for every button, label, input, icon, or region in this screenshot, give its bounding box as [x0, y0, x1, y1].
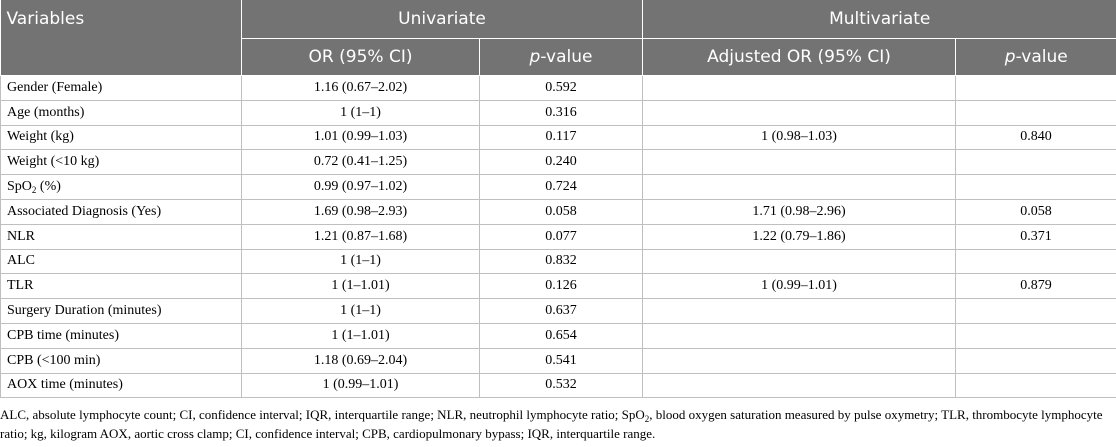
pvalue-cell: 0.532 [479, 372, 643, 399]
or-cell: 1 (0.99–1.01) [241, 372, 480, 399]
adjusted-or-cell: 1.71 (0.98–2.96) [642, 198, 956, 225]
header-multivariate: Multivariate [642, 0, 1116, 39]
or-cell: 0.72 (0.41–1.25) [241, 149, 480, 176]
adjusted-or-cell: 1.22 (0.79–1.86) [642, 223, 956, 250]
adjusted-pvalue-cell [954, 322, 1116, 349]
adjusted-pvalue-cell: 0.371 [954, 223, 1116, 250]
table-row: CPB (<100 min) 1.18 (0.69–2.04) 0.541 [0, 347, 1116, 374]
pvalue-cell: 0.058 [479, 198, 643, 225]
adjusted-or-cell [642, 372, 956, 399]
adjusted-or-cell [642, 298, 956, 324]
table-row: Associated Diagnosis (Yes) 1.69 (0.98–2.… [0, 198, 1116, 225]
adjusted-pvalue-cell [954, 248, 1116, 275]
table-row: AOX time (minutes) 1 (0.99–1.01) 0.532 [0, 372, 1116, 399]
pvalue-cell: 0.637 [479, 298, 643, 324]
adjusted-or-cell [642, 75, 956, 101]
pvalue-cell: 0.316 [479, 99, 643, 126]
table-row: ALC 1 (1–1) 0.832 [0, 248, 1116, 275]
table-row: CPB time (minutes) 1 (1–1.01) 0.654 [0, 322, 1116, 349]
variable-cell: Gender (Female) [0, 75, 242, 101]
or-cell: 1 (1–1) [241, 99, 480, 126]
or-cell: 1 (1–1) [241, 248, 480, 275]
adjusted-pvalue-cell [954, 174, 1116, 200]
adjusted-or-cell: 1 (0.98–1.03) [642, 124, 956, 151]
adjusted-pvalue-cell [954, 298, 1116, 324]
table-row: Weight (kg) 1.01 (0.99–1.03) 0.117 1 (0.… [0, 124, 1116, 151]
pvalue-cell: 0.832 [479, 248, 643, 275]
variable-cell: ALC [0, 248, 242, 275]
variable-cell: Age (months) [0, 99, 242, 126]
variable-cell: SpO2 (%) [0, 174, 242, 200]
pvalue-cell: 0.117 [479, 124, 643, 151]
or-cell: 1 (1–1.01) [241, 322, 480, 349]
adjusted-pvalue-cell [954, 347, 1116, 374]
pvalue-cell: 0.126 [479, 273, 643, 300]
pvalue-cell: 0.077 [479, 223, 643, 250]
variable-cell: TLR [0, 273, 242, 300]
adjusted-pvalue-cell [954, 149, 1116, 176]
adjusted-or-cell [642, 248, 956, 275]
adjusted-pvalue-cell: 0.058 [954, 198, 1116, 225]
adjusted-pvalue-cell: 0.840 [954, 124, 1116, 151]
table-row: SpO2 (%) 0.99 (0.97–1.02) 0.724 [0, 174, 1116, 200]
table-row: Gender (Female) 1.16 (0.67–2.02) 0.592 [0, 75, 1116, 101]
adjusted-pvalue-cell [954, 372, 1116, 399]
adjusted-pvalue-cell: 0.879 [954, 273, 1116, 300]
variable-cell: Surgery Duration (minutes) [0, 298, 242, 324]
header-univariate-pvalue: p-value [479, 38, 643, 76]
variable-cell: CPB time (minutes) [0, 322, 242, 349]
table-footnote: ALC, absolute lymphocyte count; CI, conf… [0, 407, 1103, 441]
adjusted-or-cell [642, 347, 956, 374]
variable-cell: CPB (<100 min) [0, 347, 242, 374]
adjusted-pvalue-cell [954, 75, 1116, 101]
adjusted-or-cell [642, 174, 956, 200]
table-row: TLR 1 (1–1.01) 0.126 1 (0.99–1.01) 0.879 [0, 273, 1116, 300]
header-multivariate-pvalue: p-value [955, 38, 1116, 76]
variable-cell: Weight (kg) [0, 124, 242, 151]
header-or-ci: OR (95% CI) [241, 38, 480, 76]
or-cell: 1.16 (0.67–2.02) [241, 75, 480, 101]
or-cell: 1.01 (0.99–1.03) [241, 124, 480, 151]
pvalue-cell: 0.724 [479, 174, 643, 200]
or-cell: 1.18 (0.69–2.04) [241, 347, 480, 374]
table-row: Surgery Duration (minutes) 1 (1–1) 0.637 [0, 298, 1116, 324]
results-table: Variables Univariate Multivariate OR (95… [0, 0, 1116, 399]
header-adjusted-or-ci: Adjusted OR (95% CI) [642, 38, 956, 76]
variable-cell: NLR [0, 223, 242, 250]
adjusted-or-cell [642, 99, 956, 126]
table-row: NLR 1.21 (0.87–1.68) 0.077 1.22 (0.79–1.… [0, 223, 1116, 250]
adjusted-or-cell [642, 322, 956, 349]
table-row: Weight (<10 kg) 0.72 (0.41–1.25) 0.240 [0, 149, 1116, 176]
or-cell: 1 (1–1) [241, 298, 480, 324]
variable-cell: AOX time (minutes) [0, 372, 242, 399]
or-cell: 1 (1–1.01) [241, 273, 480, 300]
adjusted-or-cell [642, 149, 956, 176]
header-variables: Variables [0, 0, 242, 76]
pvalue-cell: 0.654 [479, 322, 643, 349]
variable-cell: Weight (<10 kg) [0, 149, 242, 176]
or-cell: 1.69 (0.98–2.93) [241, 198, 480, 225]
adjusted-pvalue-cell [954, 99, 1116, 126]
pvalue-cell: 0.240 [479, 149, 643, 176]
pvalue-cell: 0.592 [479, 75, 643, 101]
header-univariate: Univariate [241, 0, 643, 39]
or-cell: 1.21 (0.87–1.68) [241, 223, 480, 250]
table-row: Age (months) 1 (1–1) 0.316 [0, 99, 1116, 126]
or-cell: 0.99 (0.97–1.02) [241, 174, 480, 200]
pvalue-cell: 0.541 [479, 347, 643, 374]
adjusted-or-cell: 1 (0.99–1.01) [642, 273, 956, 300]
variable-cell: Associated Diagnosis (Yes) [0, 198, 242, 225]
